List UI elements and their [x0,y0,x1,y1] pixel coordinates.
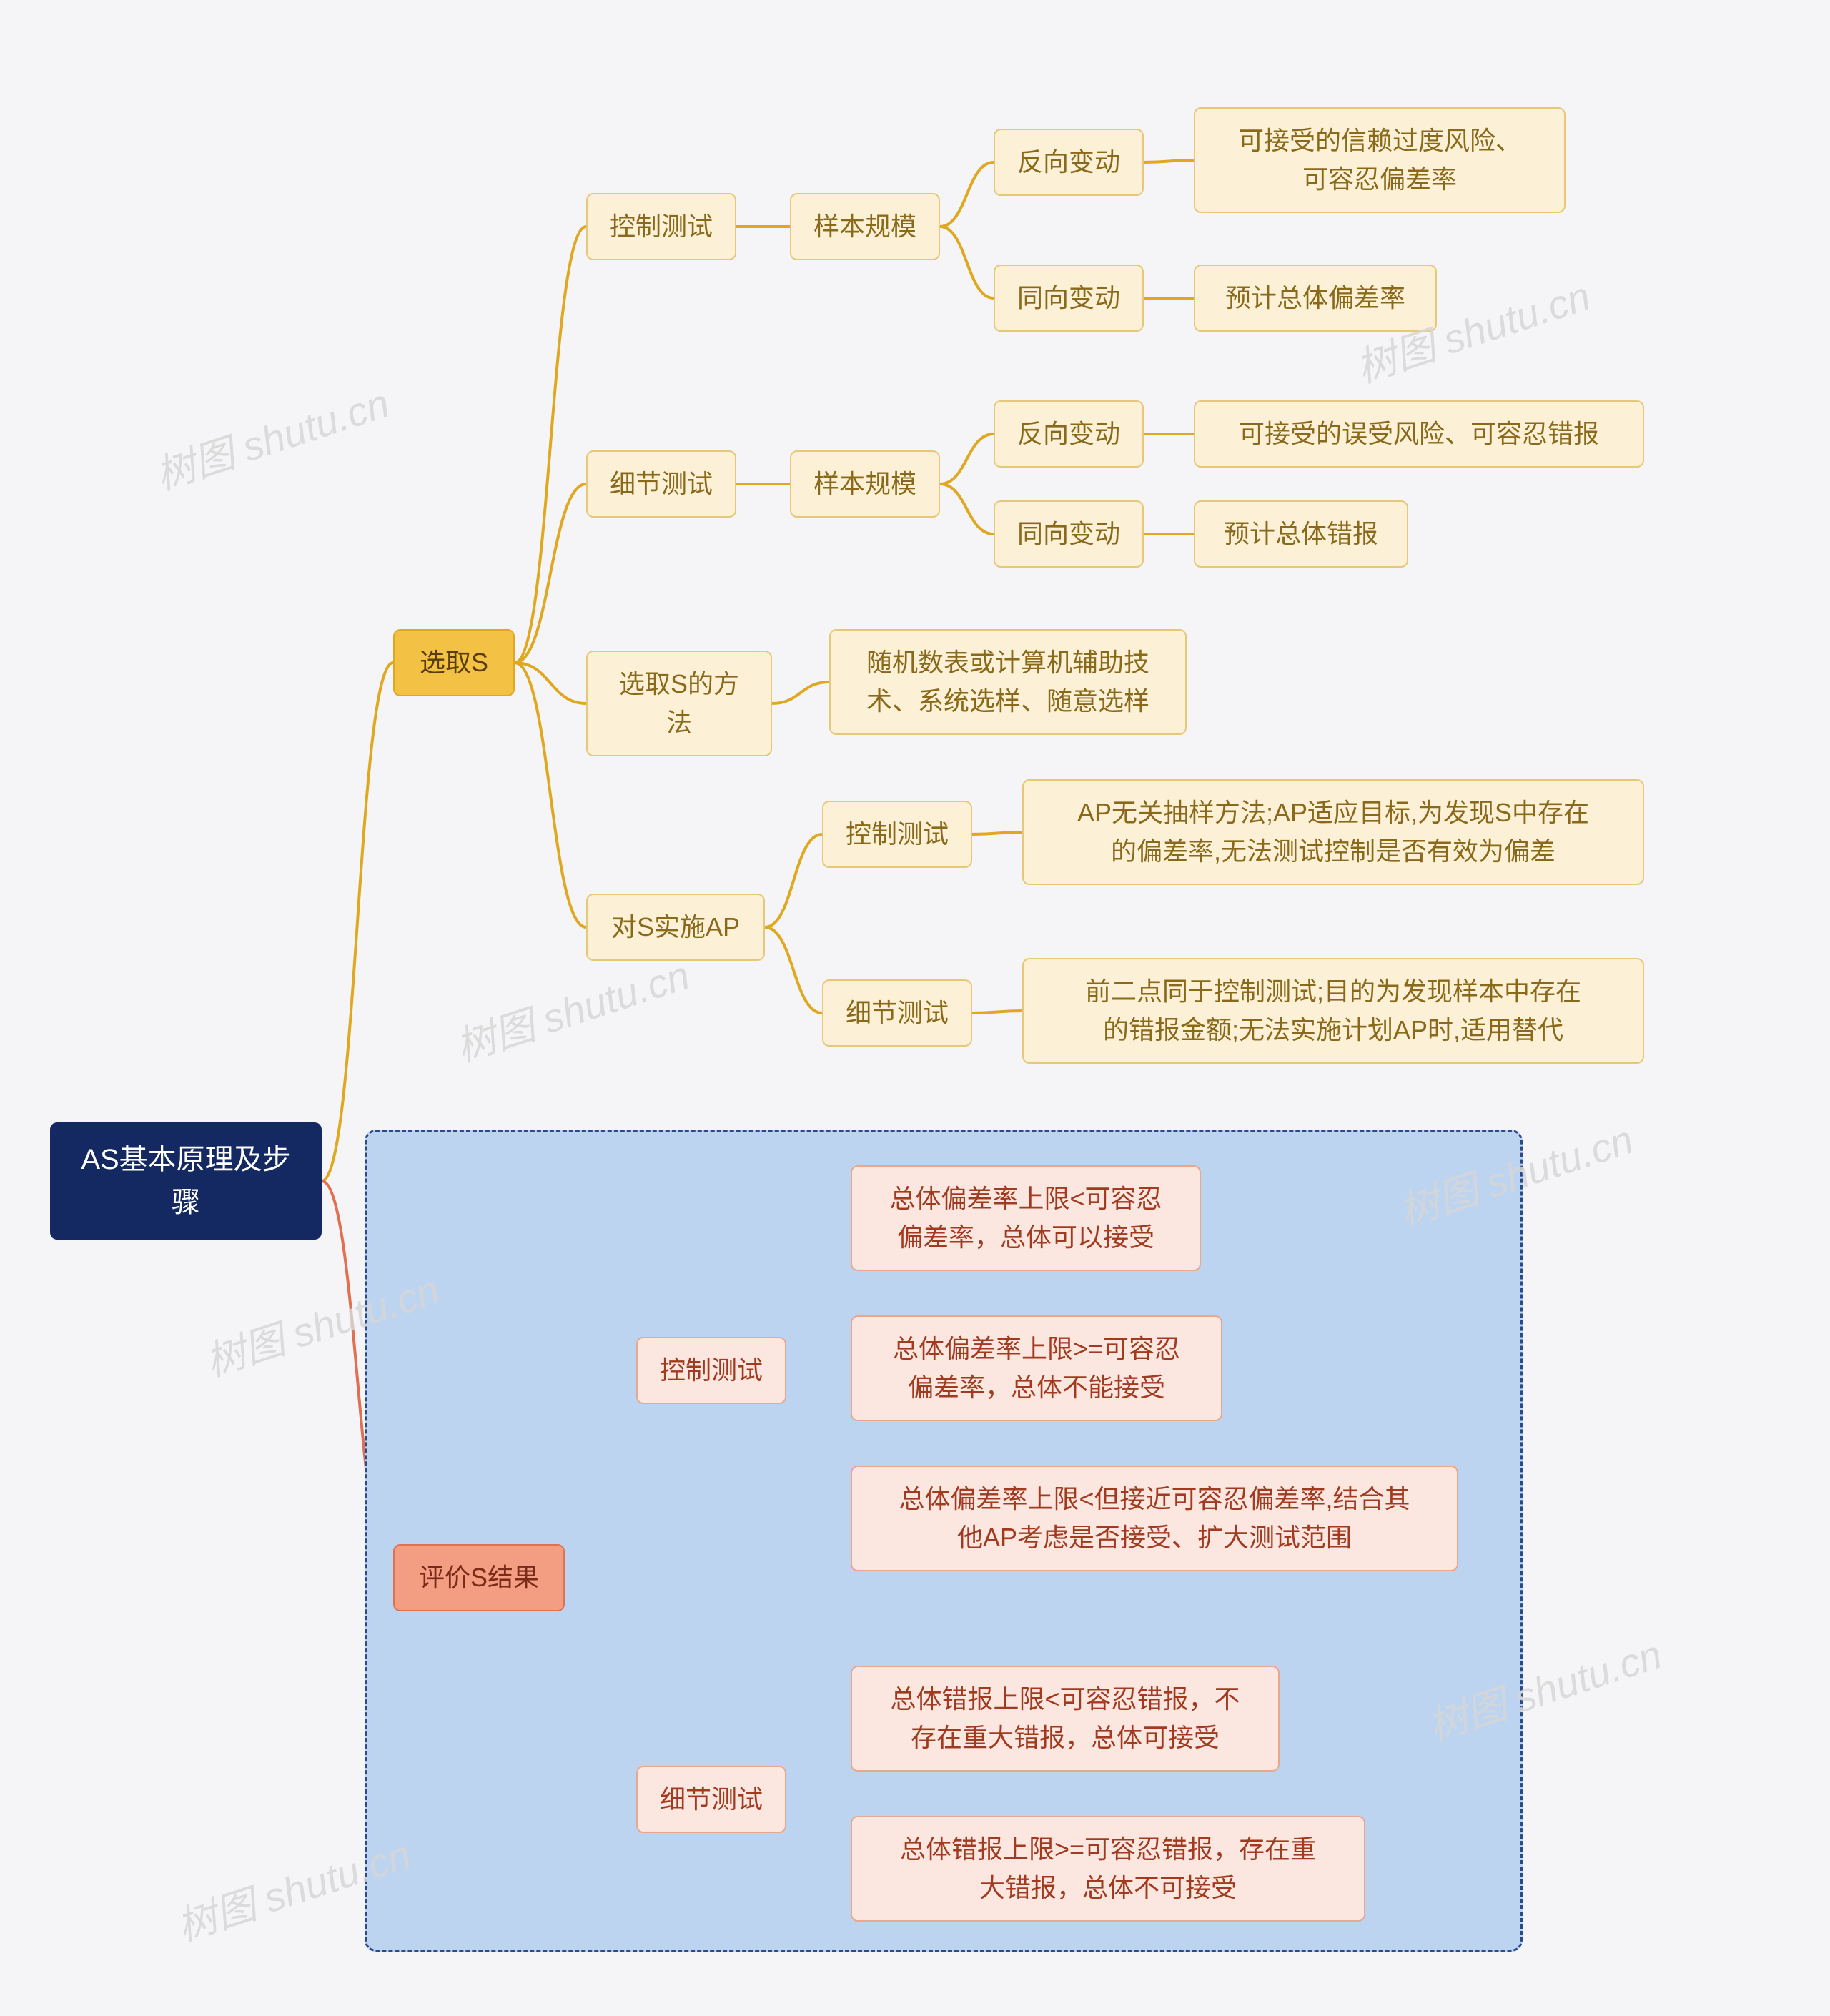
node-s1a1d: 可接受的信赖过度风险、 可容忍偏差率 [1194,107,1566,213]
node-s4bd: 前二点同于控制测试;目的为发现样本中存在 的错报金额;无法实施计划AP时,适用替… [1022,958,1644,1064]
node-root: AS基本原理及步骤 [50,1122,322,1240]
node-s1a2d: 预计总体偏差率 [1194,265,1437,332]
watermark: 树图 shutu.cn [147,372,396,502]
node-s2: 细节测试 [586,450,736,518]
node-e1: 控制测试 [636,1337,786,1404]
node-s: 选取S [393,629,515,696]
node-s2a1d: 可接受的误受风险、可容忍错报 [1194,400,1644,468]
node-e: 评价S结果 [393,1544,565,1611]
node-s4: 对S实施AP [586,894,765,961]
node-e1c: 总体偏差率上限<但接近可容忍偏差率,结合其 他AP考虑是否接受、扩大测试范围 [851,1466,1458,1571]
node-s4ad: AP无关抽样方法;AP适应目标,为发现S中存在 的偏差率,无法测试控制是否有效为… [1022,779,1644,885]
node-s1a1: 反向变动 [994,129,1144,196]
node-s3d: 随机数表或计算机辅助技 术、系统选样、随意选样 [829,629,1187,735]
node-s2a2: 同向变动 [994,500,1144,568]
node-s2a1: 反向变动 [994,400,1144,468]
node-s1a: 样本规模 [790,193,940,260]
node-e2: 细节测试 [636,1766,786,1833]
node-e2a: 总体错报上限<可容忍错报，不 存在重大错报，总体可接受 [851,1666,1280,1772]
node-s2a: 样本规模 [790,450,940,518]
node-s3: 选取S的方法 [586,651,772,756]
node-e1b: 总体偏差率上限>=可容忍 偏差率，总体不能接受 [851,1315,1222,1421]
node-s1a2: 同向变动 [994,265,1144,332]
node-e2b: 总体错报上限>=可容忍错报，存在重 大错报，总体不可接受 [851,1816,1365,1922]
node-e1a: 总体偏差率上限<可容忍 偏差率，总体可以接受 [851,1165,1201,1271]
node-s4b: 细节测试 [822,979,972,1047]
node-s1: 控制测试 [586,193,736,260]
node-s2a2d: 预计总体错报 [1194,500,1408,568]
node-s4a: 控制测试 [822,801,972,868]
mindmap-canvas: AS基本原理及步骤选取S控制测试样本规模反向变动可接受的信赖过度风险、 可容忍偏… [21,29,1809,1987]
watermark: 树图 shutu.cn [447,944,696,1074]
